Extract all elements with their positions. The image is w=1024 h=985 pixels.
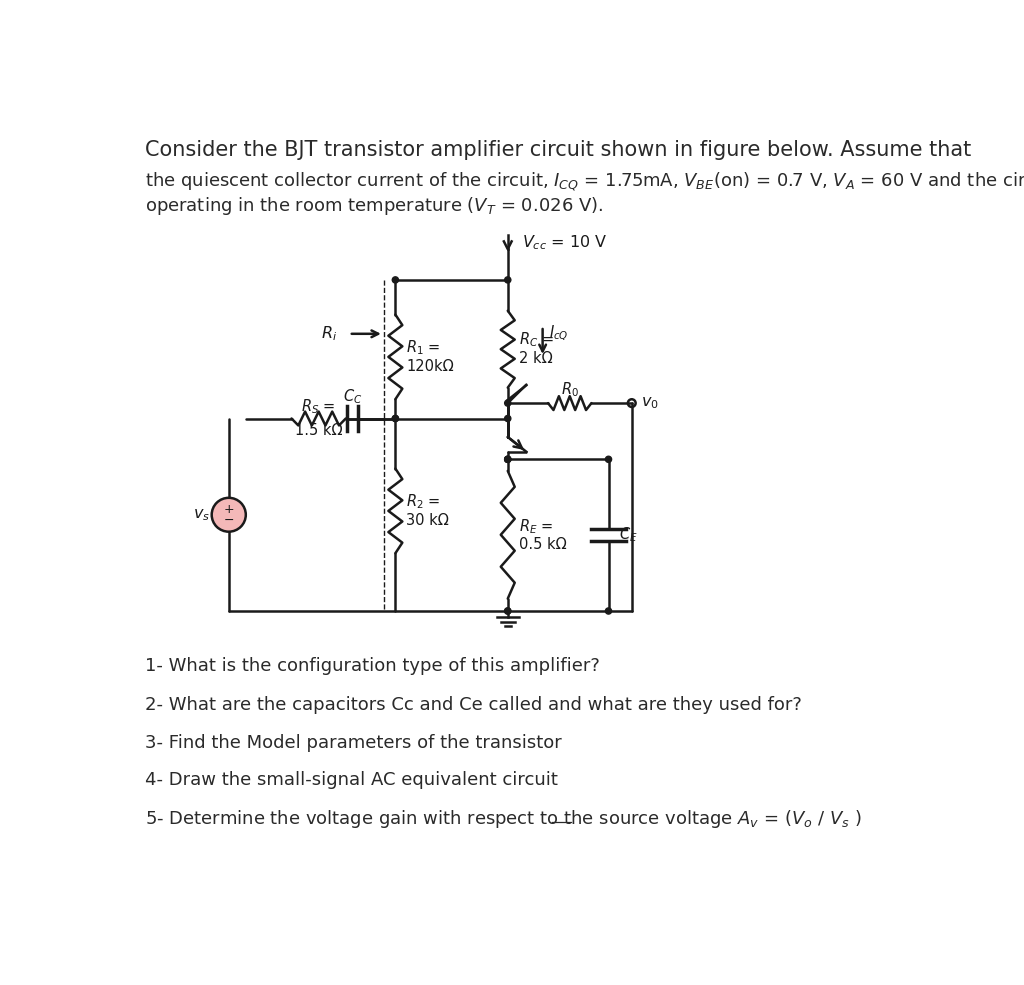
- Circle shape: [605, 456, 611, 462]
- Text: 3- Find the Model parameters of the transistor: 3- Find the Model parameters of the tran…: [145, 734, 562, 753]
- Text: $C_E$: $C_E$: [620, 525, 638, 544]
- Circle shape: [505, 608, 511, 614]
- Text: $R_i$: $R_i$: [322, 324, 337, 343]
- Text: operating in the room temperature ($V_T$ = 0.026 V).: operating in the room temperature ($V_T$…: [145, 195, 603, 218]
- Circle shape: [505, 277, 511, 283]
- Text: 4- Draw the small-signal AC equivalent circuit: 4- Draw the small-signal AC equivalent c…: [145, 771, 558, 789]
- Text: $R_C$ =: $R_C$ =: [518, 331, 554, 350]
- Text: $R_1$ =: $R_1$ =: [407, 338, 440, 357]
- Text: 5- Determine the voltage gain with respect to the source voltage $A_v$ = ($V_o$ : 5- Determine the voltage gain with respe…: [145, 808, 862, 830]
- Circle shape: [392, 416, 398, 422]
- Text: 2- What are the capacitors Cc and Ce called and what are they used for?: 2- What are the capacitors Cc and Ce cal…: [145, 695, 802, 714]
- Text: 120kΩ: 120kΩ: [407, 359, 454, 373]
- Text: Consider the BJT transistor amplifier circuit shown in figure below. Assume that: Consider the BJT transistor amplifier ci…: [145, 140, 972, 160]
- Text: 30 kΩ: 30 kΩ: [407, 512, 449, 528]
- Text: $R_S$ =: $R_S$ =: [301, 397, 336, 416]
- Text: 0.5 kΩ: 0.5 kΩ: [518, 537, 566, 552]
- Text: $R_0$: $R_0$: [561, 380, 579, 399]
- Circle shape: [505, 416, 511, 422]
- Text: $C_C$: $C_C$: [343, 387, 362, 406]
- Circle shape: [605, 608, 611, 614]
- Text: $R_2$ =: $R_2$ =: [407, 492, 440, 511]
- Text: $v_s$: $v_s$: [194, 507, 210, 523]
- Circle shape: [505, 400, 511, 406]
- Text: $V_{cc}$ = 10 V: $V_{cc}$ = 10 V: [521, 233, 607, 252]
- Text: $R_E$ =: $R_E$ =: [518, 518, 553, 537]
- Text: $v_0$: $v_0$: [641, 395, 658, 411]
- Text: the quiescent collector current of the circuit, $I_{CQ}$ = 1.75mA, $V_{BE}$(on) : the quiescent collector current of the c…: [145, 170, 1024, 193]
- Circle shape: [505, 456, 511, 462]
- Circle shape: [392, 277, 398, 283]
- Circle shape: [505, 608, 511, 614]
- Circle shape: [505, 456, 511, 462]
- Text: 1.5 kΩ: 1.5 kΩ: [295, 424, 342, 438]
- Circle shape: [505, 456, 511, 462]
- Circle shape: [212, 497, 246, 532]
- Text: $I_{cQ}$: $I_{cQ}$: [549, 324, 568, 344]
- Text: −: −: [223, 514, 234, 527]
- Circle shape: [392, 416, 398, 422]
- Text: 1- What is the configuration type of this amplifier?: 1- What is the configuration type of thi…: [145, 657, 600, 675]
- Text: +: +: [223, 503, 234, 516]
- Text: 2 kΩ: 2 kΩ: [518, 351, 552, 366]
